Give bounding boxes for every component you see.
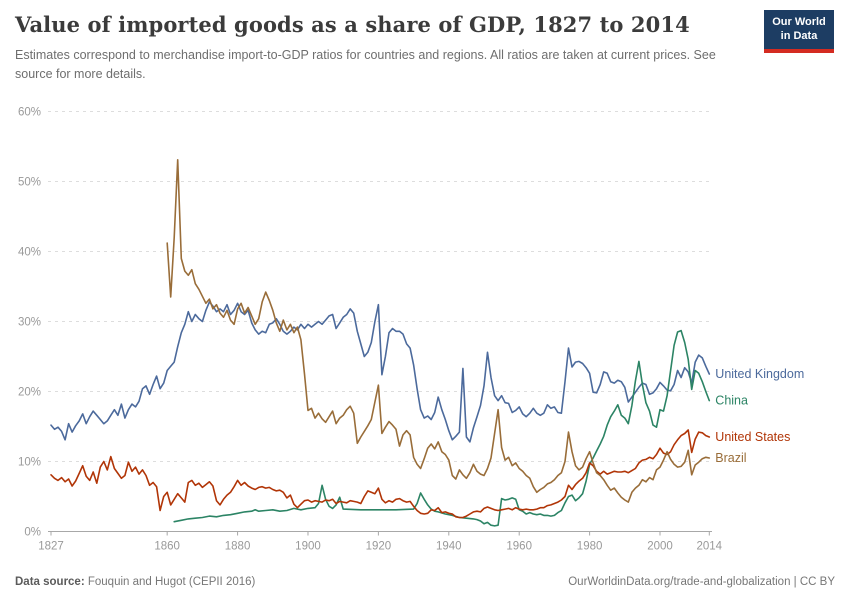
x-axis-label-1940: 1940 xyxy=(436,541,462,553)
y-axis-label-50: 50% xyxy=(18,177,41,189)
series-label-brazil[interactable]: Brazil xyxy=(715,451,746,465)
attribution-link[interactable]: OurWorldinData.org/trade-and-globalizati… xyxy=(568,576,835,588)
series-label-china[interactable]: China xyxy=(715,394,748,408)
y-axis-label-30: 30% xyxy=(18,317,41,329)
x-axis-label-1900: 1900 xyxy=(295,541,321,553)
x-axis-label-2014: 2014 xyxy=(697,541,723,553)
series-line-united-states[interactable] xyxy=(50,429,711,519)
x-axis-label-1860: 1860 xyxy=(154,541,180,553)
y-axis-label-60: 60% xyxy=(18,107,41,119)
data-source-label: Data source: xyxy=(15,576,85,588)
owid-logo-line2: in Data xyxy=(780,29,818,42)
x-axis-label-1980: 1980 xyxy=(577,541,603,553)
chart-header: Value of imported goods as a share of GD… xyxy=(0,0,850,84)
x-axis-label-1920: 1920 xyxy=(366,541,392,553)
data-source: Data source: Fouquin and Hugot (CEPII 20… xyxy=(15,576,255,588)
series-line-china[interactable] xyxy=(173,329,711,527)
x-axis-label-2000: 2000 xyxy=(647,541,673,553)
series-label-united-states[interactable]: United States xyxy=(715,430,790,444)
owid-logo-line1: Our World xyxy=(772,16,826,28)
y-axis-label-10: 10% xyxy=(18,457,41,469)
x-axis-label-1960: 1960 xyxy=(506,541,532,553)
line-chart: 0% 10% 20% 30% 40% 50% 60% 1827 1860 1880 1900 1920… xyxy=(0,95,850,560)
x-axis-label-1880: 1880 xyxy=(225,541,251,553)
x-axis-label-1827: 1827 xyxy=(38,541,64,553)
series-line-brazil[interactable] xyxy=(166,159,711,503)
chart-subtitle: Estimates correspond to merchandise impo… xyxy=(15,48,716,81)
chart-footer: Data source: Fouquin and Hugot (CEPII 20… xyxy=(0,572,850,594)
chart-canvas: 0% 10% 20% 30% 40% 50% 60% 1827 1860 1880 1900 1920… xyxy=(18,107,804,553)
series-label-united-kingdom[interactable]: United Kingdom xyxy=(715,367,804,381)
y-axis-label-40: 40% xyxy=(18,247,41,259)
owid-logo[interactable]: Our World in Data xyxy=(764,10,834,53)
y-axis-label-0: 0% xyxy=(24,527,41,539)
series-line-united-kingdom[interactable] xyxy=(50,301,711,443)
chart-title: Value of imported goods as a share of GD… xyxy=(15,12,690,37)
data-source-value: Fouquin and Hugot (CEPII 2016) xyxy=(84,576,256,588)
y-axis-label-20: 20% xyxy=(18,387,41,399)
